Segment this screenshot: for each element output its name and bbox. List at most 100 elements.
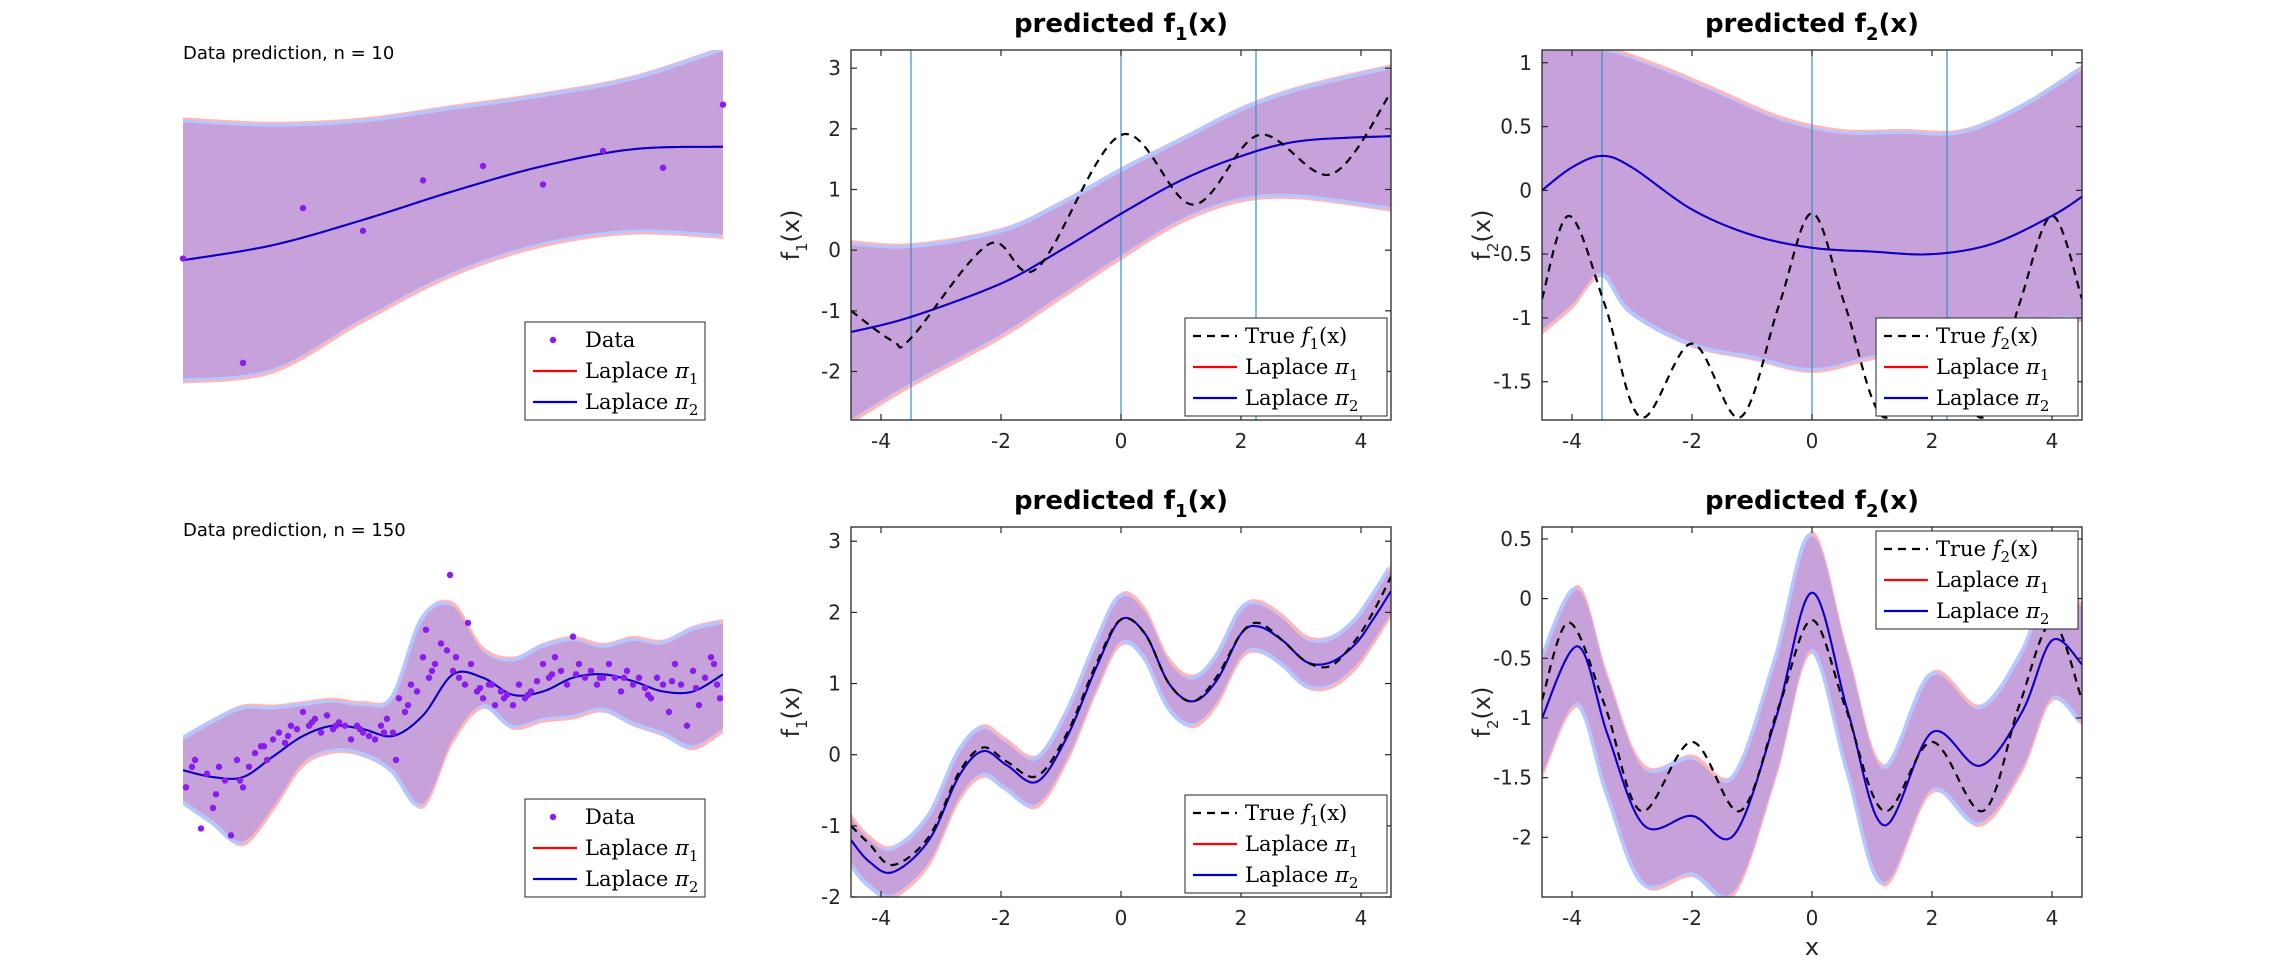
y-tick-label: -1 bbox=[821, 814, 841, 838]
data-point bbox=[212, 791, 220, 798]
data-point bbox=[497, 688, 505, 695]
y-tick-label: 1 bbox=[828, 672, 841, 696]
legend-entry: Data bbox=[549, 328, 635, 352]
data-point bbox=[437, 640, 445, 647]
data-point bbox=[188, 763, 196, 771]
legend-label: Laplace π1 bbox=[1936, 568, 2049, 597]
y-tick-label: -1.5 bbox=[1493, 766, 1532, 790]
subplot-top-f2: -4 -2 0 2 4 -1.5 -1 -0.5 0 0.5 1 f2(x) predicted f2(… bbox=[1468, 9, 2083, 453]
y-axis-label: f1(x) bbox=[777, 210, 811, 261]
data-point bbox=[707, 653, 715, 661]
legend-label: Laplace π1 bbox=[1245, 355, 1358, 384]
data-point bbox=[665, 708, 673, 716]
data-point bbox=[428, 667, 436, 675]
y-tick-label: -1 bbox=[1512, 706, 1532, 730]
legend-entry: True f1(x) bbox=[1193, 801, 1347, 830]
y-tick-label: 0 bbox=[1519, 178, 1532, 202]
legend-entry: True f2(x) bbox=[1884, 537, 2038, 566]
data-point bbox=[449, 667, 457, 675]
subplot-title: Data prediction, n = 10 bbox=[183, 43, 394, 64]
y-tick-label: -0.5 bbox=[1493, 646, 1532, 670]
data-point bbox=[341, 722, 349, 729]
y-tick-label: 0 bbox=[1519, 587, 1532, 611]
laplace2-mean-line bbox=[851, 590, 1391, 874]
x-tick-label: -2 bbox=[1682, 906, 1702, 930]
credible-band bbox=[851, 569, 1391, 895]
data-point bbox=[629, 681, 637, 688]
y-tick-label: -2 bbox=[821, 885, 841, 909]
subplot-title: Data prediction, n = 150 bbox=[183, 520, 406, 541]
true-function-line bbox=[851, 576, 1391, 867]
data-point bbox=[611, 674, 619, 681]
data-point bbox=[197, 825, 205, 832]
data-point bbox=[284, 732, 292, 740]
data-point bbox=[191, 756, 199, 764]
y-tick-label: 1 bbox=[1519, 51, 1532, 75]
x-tick-label: 2 bbox=[1235, 429, 1248, 453]
x-tick-label: 4 bbox=[1355, 906, 1368, 930]
x-tick-label: 4 bbox=[2046, 429, 2059, 453]
data-point bbox=[713, 681, 721, 688]
data-point bbox=[488, 681, 496, 688]
subplot-top-data: Data prediction, n = 10 Data Laplace π1La… bbox=[179, 43, 727, 421]
data-point bbox=[383, 715, 391, 723]
true-function-line bbox=[1542, 618, 2082, 813]
data-point bbox=[203, 770, 211, 777]
legend-entry: Laplace π2 bbox=[533, 867, 698, 896]
data-point bbox=[695, 701, 703, 709]
data-point bbox=[236, 777, 244, 784]
data-point bbox=[671, 660, 679, 668]
plot-area bbox=[183, 50, 723, 384]
data-point bbox=[380, 729, 388, 736]
data-point bbox=[239, 359, 247, 367]
data-point bbox=[548, 671, 556, 678]
data-point bbox=[215, 763, 223, 771]
data-point bbox=[260, 743, 268, 750]
y-tick-label: 0.5 bbox=[1500, 115, 1532, 139]
data-point bbox=[479, 695, 487, 702]
legend-entry: Laplace π1 bbox=[1884, 568, 2049, 597]
y-axis-label: f1(x) bbox=[777, 687, 811, 738]
legend-entry: Laplace π2 bbox=[1193, 863, 1358, 892]
x-tick-label: -2 bbox=[1682, 429, 1702, 453]
data-point bbox=[275, 729, 283, 736]
y-tick-label: 0 bbox=[828, 743, 841, 767]
y-tick-label: 1 bbox=[828, 178, 841, 202]
data-point bbox=[575, 660, 583, 668]
data-point bbox=[299, 708, 307, 716]
legend-label: Laplace π2 bbox=[1936, 599, 2049, 628]
x-tick-label: -4 bbox=[871, 906, 891, 930]
plot-area bbox=[851, 564, 1391, 897]
legend-entry: Laplace π1 bbox=[533, 359, 698, 388]
data-point bbox=[692, 684, 700, 692]
y-tick-label: -1.5 bbox=[1493, 370, 1532, 394]
subplot-title: predicted f2(x) bbox=[1705, 486, 1919, 522]
subplot-title: predicted f1(x) bbox=[1014, 486, 1228, 522]
legend-label: Laplace π2 bbox=[585, 390, 698, 419]
laplace2-mean-line bbox=[183, 145, 723, 262]
data-point bbox=[641, 684, 649, 692]
credible-band bbox=[183, 604, 723, 842]
legend-label: Data bbox=[585, 328, 635, 352]
data-point bbox=[623, 667, 631, 675]
data-point bbox=[557, 667, 565, 675]
data-point bbox=[659, 164, 667, 171]
legend-label: Laplace π2 bbox=[585, 867, 698, 896]
legend-label: Laplace π2 bbox=[1245, 863, 1358, 892]
x-axis-label: x bbox=[1805, 933, 1819, 960]
laplace2-mean-line bbox=[1542, 591, 2082, 841]
subplot-bottom-data: Data prediction, n = 150 Data Laplace π1L… bbox=[182, 520, 724, 898]
data-point bbox=[227, 832, 235, 839]
x-tick-label: 0 bbox=[1806, 906, 1819, 930]
y-axis-label: f2(x) bbox=[1468, 687, 1502, 738]
data-point bbox=[452, 653, 460, 661]
data-point bbox=[683, 722, 691, 729]
subplot-title: predicted f2(x) bbox=[1705, 9, 1919, 45]
y-tick-label: -1 bbox=[821, 299, 841, 323]
data-point bbox=[392, 756, 400, 764]
data-point bbox=[239, 784, 247, 791]
subplot-top-f1: -4 -2 0 2 4 -2 -1 0 1 2 3 f1(x) predicted f1(x) True … bbox=[777, 9, 1392, 453]
x-tick-label: 0 bbox=[1806, 429, 1819, 453]
